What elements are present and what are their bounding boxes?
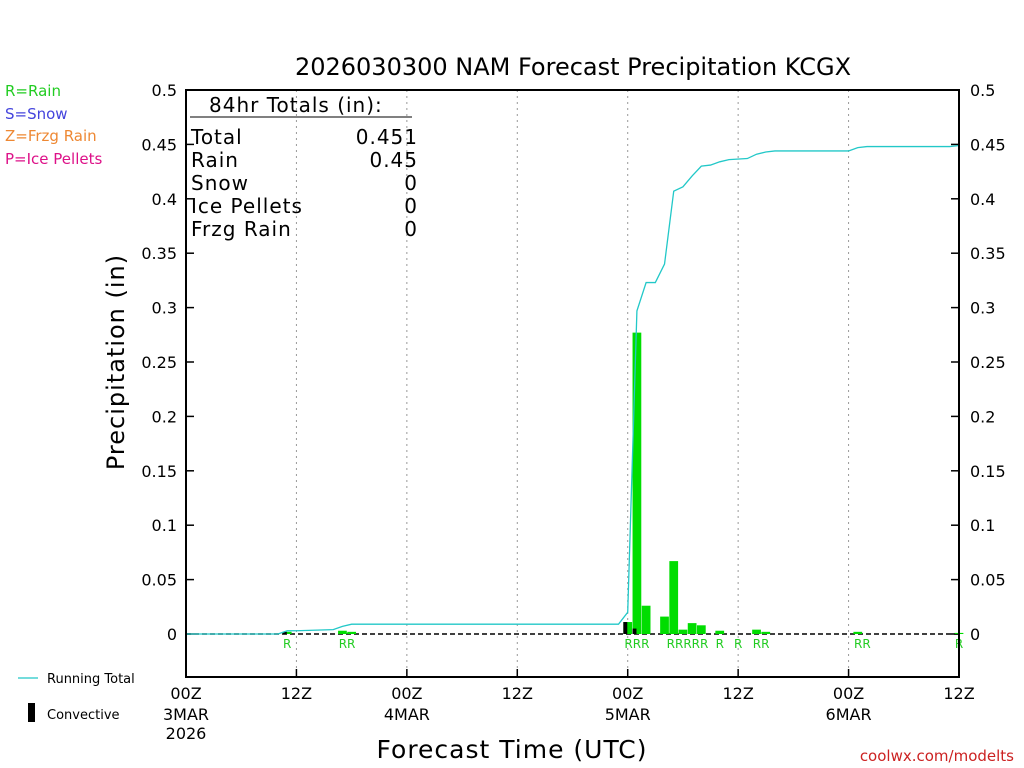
y-axis-label: Precipitation (in): [102, 254, 130, 470]
chart-title: 2026030300 NAM Forecast Precipitation KC…: [295, 53, 851, 81]
x-tick-date: 4MAR: [384, 705, 430, 724]
precip-type-label: RRRRR: [667, 637, 709, 651]
x-tick-date: 3MAR: [163, 705, 209, 724]
running-total-legend-label: Running Total: [47, 672, 135, 687]
x-tick-label: 12Z: [281, 684, 312, 703]
grid-lines: [295, 90, 850, 677]
y-tick-label: 0.2: [970, 407, 995, 426]
precip-type-label: RR: [854, 637, 871, 651]
convective-bar: [623, 622, 628, 634]
totals-row-value: 0: [404, 194, 418, 218]
convective-legend-label: Convective: [47, 708, 120, 723]
y-tick-label: 0.05: [970, 571, 1006, 590]
type-legend-snow: S=Snow: [5, 105, 68, 123]
precip-bar: [641, 605, 651, 634]
precip-bars: [282, 332, 964, 634]
precip-bar: [347, 631, 357, 634]
precip-bar: [752, 629, 761, 634]
y-axis-left: 0 0.05 0.1 0.15 0.2 0.25 0.3 0.35 0.4 0.45 0.5: [141, 81, 194, 644]
totals-row-value: 0: [404, 171, 418, 195]
totals-row-value: 0.45: [369, 148, 418, 172]
totals-row-value: 0: [404, 217, 418, 241]
y-tick-label: 0: [167, 625, 177, 644]
plot-frame: [185, 89, 960, 678]
x-tick-label: 00Z: [833, 684, 864, 703]
totals-row-label: Total: [190, 125, 243, 149]
precip-type-label: RR: [339, 637, 356, 651]
precip-type-label: R: [283, 637, 291, 651]
y-tick-label: 0.35: [141, 244, 177, 263]
y-tick-label: 0.1: [152, 516, 177, 535]
y-tick-label: 0.45: [970, 135, 1006, 154]
precip-bar: [678, 629, 688, 634]
x-tick-year: 2026: [166, 724, 207, 743]
totals-row-label: Frzg Rain: [191, 217, 292, 241]
precip-bar: [338, 630, 347, 634]
type-legend-rain: R=Rain: [5, 82, 61, 100]
y-tick-label: 0.3: [152, 299, 177, 318]
y-tick-label: 0.35: [970, 244, 1006, 263]
precip-type-label: R: [734, 637, 742, 651]
y-tick-label: 0.5: [970, 81, 995, 100]
x-tick-label: 00Z: [391, 684, 422, 703]
y-tick-label: 0.2: [152, 407, 177, 426]
precip-type-label: RR: [753, 637, 770, 651]
precip-type-label: RRR: [624, 637, 649, 651]
y-axis-right: 0 0.05 0.1 0.15 0.2 0.25 0.3 0.35 0.4 0.45 0.5: [951, 81, 1006, 644]
totals-row-label: Ice Pellets: [191, 194, 303, 218]
running-total-line: [186, 144, 960, 635]
precip-bar: [623, 622, 633, 634]
precip-type-labels: R RR RRR RRRRR R R RR RR R: [283, 637, 963, 651]
convective-bars: [282, 622, 637, 634]
convective-legend-swatch: [28, 703, 35, 722]
y-tick-label: 0.05: [141, 571, 177, 590]
precip-bar: [660, 616, 669, 634]
y-tick-label: 0.1: [970, 516, 995, 535]
x-tick-label: 12Z: [722, 684, 753, 703]
y-tick-label: 0: [970, 625, 980, 644]
precip-bar: [761, 631, 771, 634]
y-tick-label: 0.15: [970, 462, 1006, 481]
x-tick-date: 5MAR: [605, 705, 651, 724]
x-tick-date: 6MAR: [826, 705, 872, 724]
precip-bar: [282, 631, 292, 634]
totals-header: 84hr Totals (in):: [209, 93, 383, 117]
convective-bar: [632, 628, 637, 634]
credit-text: coolwx.com/modelts: [860, 747, 1014, 765]
totals-box: 84hr Totals (in): Total 0.451 Rain 0.45 Snow…: [190, 93, 418, 241]
x-axis-label: Forecast Time (UTC): [377, 735, 648, 764]
y-tick-label: 0.45: [141, 135, 177, 154]
x-tick-label: 12Z: [943, 684, 974, 703]
y-tick-label: 0.25: [970, 353, 1006, 372]
x-tick-label: 12Z: [502, 684, 533, 703]
y-tick-label: 0.4: [152, 190, 177, 209]
totals-row-value: 0.451: [356, 125, 418, 149]
precip-bar: [669, 561, 679, 634]
type-legend-frzg-rain: Z=Frzg Rain: [5, 127, 97, 145]
totals-row-label: Rain: [191, 148, 239, 172]
x-tick-label: 00Z: [612, 684, 643, 703]
y-tick-label: 0.4: [970, 190, 995, 209]
convective-bar: [282, 631, 287, 634]
precip-bar: [687, 623, 697, 634]
precip-bar: [696, 625, 706, 634]
y-tick-label: 0.3: [970, 299, 995, 318]
type-legend-ice-pellets: P=Ice Pellets: [5, 150, 102, 168]
precip-type-label: R: [716, 637, 724, 651]
precip-bar: [853, 631, 863, 634]
y-tick-label: 0.5: [152, 81, 177, 100]
y-tick-label: 0.15: [141, 462, 177, 481]
y-tick-label: 0.25: [141, 353, 177, 372]
x-tick-label: 00Z: [170, 684, 201, 703]
precip-bar: [632, 332, 642, 634]
precip-bar: [715, 630, 725, 634]
totals-row-label: Snow: [191, 171, 249, 195]
